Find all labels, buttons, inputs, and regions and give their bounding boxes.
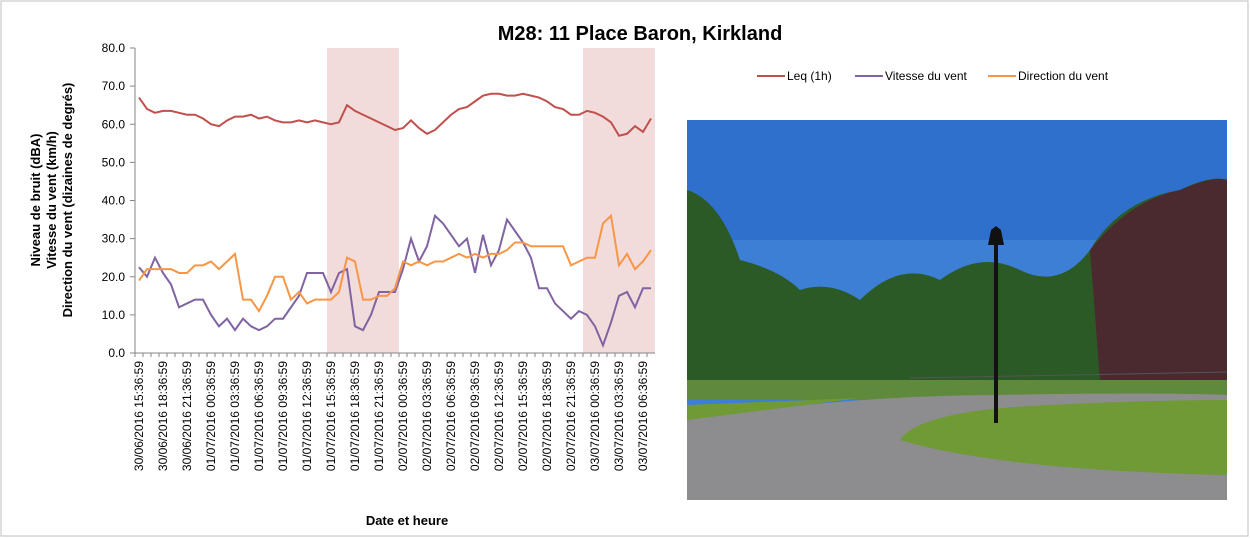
- chart-title: M28: 11 Place Baron, Kirkland: [498, 23, 783, 45]
- x-tick-label: 02/07/2016 12:36:59: [492, 361, 506, 471]
- red-tree: [1090, 178, 1227, 390]
- x-tick-label: 30/06/2016 18:36:59: [156, 361, 170, 471]
- x-axis-label: Date et heure: [366, 513, 448, 528]
- x-tick-label: 30/06/2016 21:36:59: [180, 361, 194, 471]
- legend-label: Vitesse du vent: [885, 69, 967, 83]
- x-tick-label: 02/07/2016 03:36:59: [420, 361, 434, 471]
- photo: [687, 120, 1228, 500]
- x-tick-label: 03/07/2016 00:36:59: [588, 361, 602, 471]
- x-tick-label: 01/07/2016 18:36:59: [348, 361, 362, 471]
- shaded-range: [327, 48, 399, 353]
- x-tick-label: 01/07/2016 12:36:59: [300, 361, 314, 471]
- x-tick-label: 02/07/2016 09:36:59: [468, 361, 482, 471]
- x-tick-label: 01/07/2016 15:36:59: [324, 361, 338, 471]
- y-axis-label: Niveau de bruit (dBA) Vitesse du vent (k…: [28, 83, 75, 318]
- x-tick-label: 02/07/2016 06:36:59: [444, 361, 458, 471]
- y-tick-label: 30.0: [102, 232, 126, 246]
- x-tick-label: 02/07/2016 18:36:59: [540, 361, 554, 471]
- y-axis-label-line: Niveau de bruit (dBA): [28, 134, 43, 267]
- x-tick-label: 03/07/2016 03:36:59: [612, 361, 626, 471]
- y-tick-label: 0.0: [108, 346, 125, 360]
- y-tick-label: 70.0: [102, 79, 126, 93]
- grass-left: [687, 398, 860, 420]
- series-line: [138, 92, 652, 137]
- x-tick-label: 01/07/2016 03:36:59: [228, 361, 242, 471]
- y-tick-label: 40.0: [102, 194, 126, 208]
- legend-label: Direction du vent: [1018, 69, 1109, 83]
- x-tick-label: 02/07/2016 00:36:59: [396, 361, 410, 471]
- lamp: [988, 226, 1004, 245]
- y-tick-label: 60.0: [102, 117, 126, 131]
- legend-label: Leq (1h): [787, 69, 832, 83]
- trees: [687, 178, 1227, 400]
- shaded-range: [583, 48, 655, 353]
- x-tick-label: 01/07/2016 21:36:59: [372, 361, 386, 471]
- y-tick-label: 80.0: [102, 41, 126, 55]
- series-line: [138, 213, 651, 349]
- y-axis-label-line: Vitesse du vent (km/h): [44, 131, 59, 269]
- x-tick-label: 30/06/2016 15:36:59: [132, 361, 146, 471]
- y-tick-label: 20.0: [102, 270, 126, 284]
- grass-island: [900, 400, 1227, 475]
- x-tick-label: 01/07/2016 00:36:59: [204, 361, 218, 471]
- x-tick-label: 02/07/2016 21:36:59: [564, 361, 578, 471]
- x-tick-label: 02/07/2016 15:36:59: [516, 361, 530, 471]
- y-axis-label-line: Direction du vent (dizaines de degrés): [60, 83, 75, 318]
- fence: [909, 371, 1228, 379]
- y-tick-label: 50.0: [102, 155, 126, 169]
- lamp-post: [994, 245, 998, 423]
- x-tick-label: 01/07/2016 09:36:59: [276, 361, 290, 471]
- x-tick-label: 03/07/2016 06:36:59: [636, 361, 650, 471]
- x-tick-label: 01/07/2016 06:36:59: [252, 361, 266, 471]
- y-tick-label: 10.0: [102, 308, 126, 322]
- series-line: [138, 213, 652, 313]
